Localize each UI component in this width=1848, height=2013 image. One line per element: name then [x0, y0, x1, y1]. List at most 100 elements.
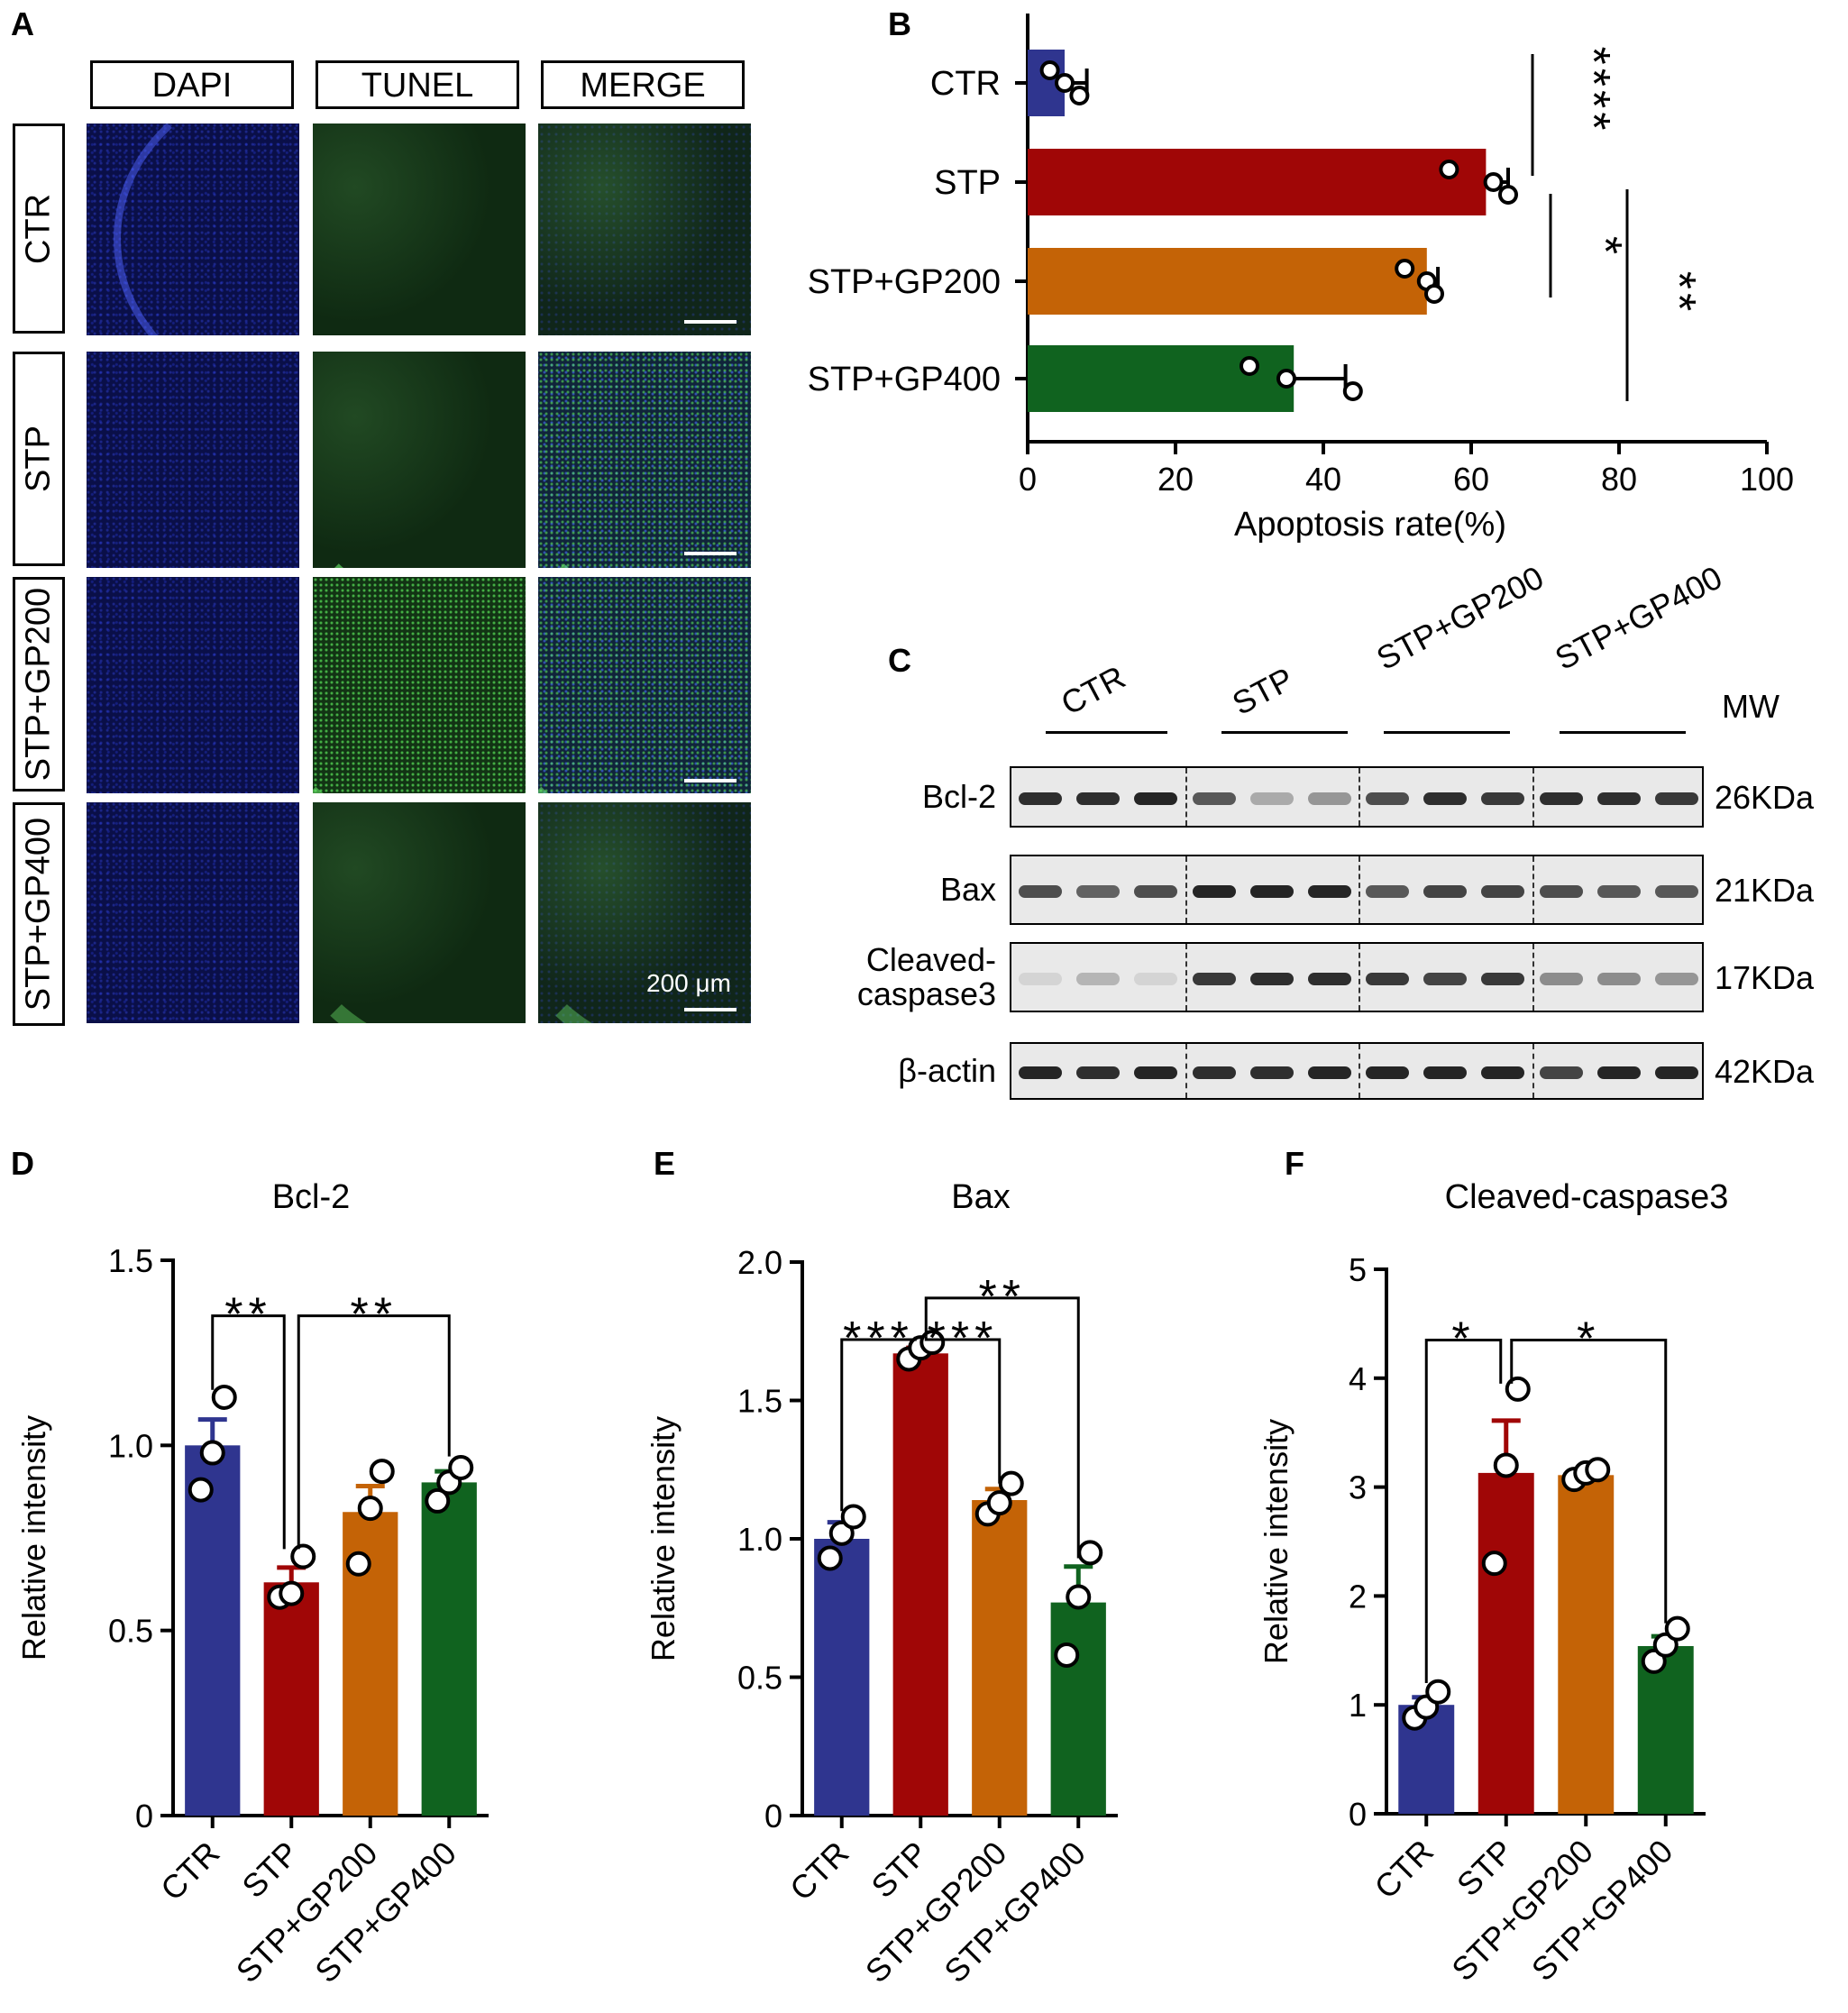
data-point [369, 1459, 395, 1485]
x-tick-label: 80 [1601, 461, 1637, 498]
blot-band [1019, 885, 1063, 898]
panel-letter-b: B [888, 5, 911, 42]
scale-bar [684, 320, 736, 324]
blot-band [1076, 885, 1121, 898]
category-label-ctr: CTR [930, 65, 1001, 103]
blot-group-line-stp-gp200 [1384, 731, 1510, 734]
data-point [1276, 369, 1296, 389]
lane-divider [1532, 944, 1534, 1011]
micrograph-stp-gp200-tunel [313, 577, 526, 793]
y-tick-label: 5 [1349, 1251, 1367, 1288]
blot-band [1192, 885, 1236, 898]
significance-bracket [1510, 1339, 1668, 1624]
lane-divider [1185, 1044, 1187, 1098]
blot-band [1481, 885, 1525, 898]
row-label-stp-gp400: STP+GP400 [13, 802, 65, 1026]
column-header-dapi: DAPI [90, 60, 294, 109]
lane-divider [1359, 768, 1360, 826]
column-header-merge: MERGE [541, 60, 745, 109]
significance-marker: ** [979, 1271, 1026, 1323]
y-tick-label: 4 [1349, 1360, 1367, 1397]
data-point [1069, 86, 1090, 105]
y-tick-label: 1.0 [108, 1427, 153, 1464]
x-tick-label: 40 [1305, 461, 1341, 498]
chart-title: Bcl-2 [272, 1178, 351, 1216]
data-point [188, 1477, 214, 1503]
significance-bracket [1424, 1339, 1503, 1684]
significance-marker: ** [1652, 271, 1705, 315]
blot-band [1134, 1066, 1178, 1079]
blot-band [1539, 1066, 1583, 1079]
panel-letter-e: E [654, 1145, 676, 1182]
blot-label-bcl-2: Bcl-2 [921, 778, 996, 815]
data-point [1481, 1551, 1507, 1577]
blot-group-label-stp: STP [1226, 660, 1300, 723]
x-tick-label-ctr: CTR [153, 1835, 226, 1908]
bar-stp-gp400 [1028, 345, 1295, 412]
molecular-weight-bax: 21KDa [1715, 872, 1815, 909]
significance-bracket [840, 1336, 917, 1512]
lane-divider [1359, 1044, 1360, 1098]
data-point [986, 1490, 1012, 1516]
blot-band [1134, 792, 1178, 805]
micrograph-stp-tunel [313, 352, 526, 568]
data-point [1439, 160, 1459, 179]
data-point [1077, 1540, 1103, 1566]
micrograph-stp-merge [538, 352, 751, 568]
western-blot-panel: CTR STP STP+GP200 STP+GP400 MW Bcl-2 26KD… [793, 559, 1848, 1127]
scale-bar [684, 779, 736, 782]
blot-band [1481, 973, 1525, 985]
data-point [1483, 172, 1504, 192]
bar-stp-gp200 [1028, 248, 1427, 315]
chart-title: Bax [951, 1178, 1010, 1216]
significance-marker: * [1577, 1313, 1600, 1366]
x-axis-title: Apoptosis rate(%) [1234, 506, 1506, 544]
data-point [211, 1384, 237, 1410]
y-axis-title: Relative intensity [15, 1415, 52, 1661]
y-tick-label: 1.0 [737, 1521, 782, 1558]
significance-marker: *** [843, 1313, 914, 1365]
bar-ctr [185, 1445, 241, 1816]
y-tick-label: 2 [1349, 1578, 1367, 1615]
blot-band [1249, 1066, 1294, 1079]
data-point [828, 1520, 855, 1546]
micrograph-stp-dapi [87, 352, 299, 568]
y-tick-label: 0 [764, 1798, 782, 1835]
blot-band [1423, 885, 1468, 898]
blot-label-cleaved-caspase3: Cleaved- caspase3 [856, 941, 996, 1012]
micrograph-stp-gp400-tunel [313, 802, 526, 1023]
category-label-stp-gp400: STP+GP400 [808, 361, 1001, 398]
blot-band [1423, 973, 1468, 985]
blot-band [1596, 792, 1641, 805]
lane-divider [1532, 1044, 1534, 1098]
blot-band [1423, 1066, 1468, 1079]
micrograph-stp-gp200-merge [538, 577, 751, 793]
data-point [425, 1487, 451, 1514]
blot-band [1076, 1066, 1121, 1079]
bar-stp-gp200 [1558, 1475, 1615, 1814]
blot-band [1481, 792, 1525, 805]
blot-band [1307, 885, 1351, 898]
data-point [1055, 73, 1075, 93]
blot-band [1596, 885, 1641, 898]
blot-group-line-stp-gp400 [1560, 731, 1686, 734]
bax-chart: Bax 0 0.5 1.0 1.5 2.0 Relative intensity CTR STP… [645, 1178, 1118, 1990]
blot-bax [1010, 855, 1704, 925]
micrograph-ctr-tunel [313, 124, 526, 335]
blot-band [1423, 792, 1468, 805]
chart-title: Cleaved-caspase3 [1445, 1178, 1729, 1216]
micrograph-stp-gp400-dapi [87, 802, 299, 1023]
blot-band [1366, 1066, 1410, 1079]
panel-letter-d: D [11, 1145, 34, 1182]
blot-band [1076, 973, 1121, 985]
y-axis-title: Relative intensity [1258, 1419, 1295, 1664]
micrograph-stp-gp400-merge: 200 μm [538, 802, 751, 1023]
lane-divider [1532, 856, 1534, 923]
y-tick-label: 0 [135, 1798, 153, 1835]
cleaved-caspase3-chart: Cleaved-caspase3 0 1 2 3 4 5 Relative intensity… [1258, 1178, 1729, 1988]
y-tick-label: 0 [1349, 1796, 1367, 1833]
data-point [1054, 1642, 1080, 1668]
bar-stp-gp400 [1050, 1602, 1106, 1816]
scale-bar [684, 1008, 736, 1011]
micrograph-ctr-dapi [87, 124, 299, 335]
